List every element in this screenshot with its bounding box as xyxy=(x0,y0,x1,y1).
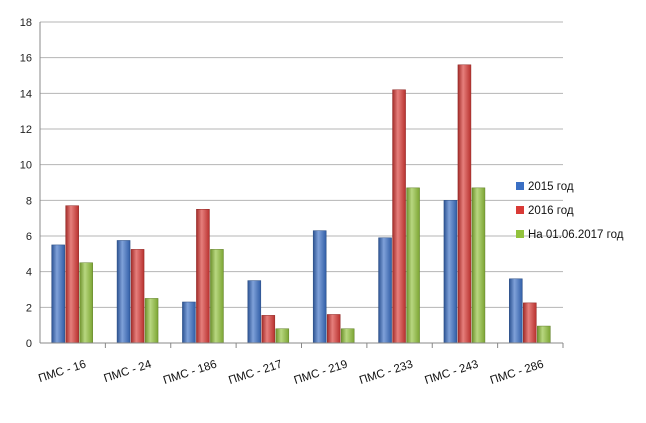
y-tick-label: 16 xyxy=(20,53,32,65)
bar-1-8 xyxy=(509,278,523,344)
y-tick-label: 0 xyxy=(26,338,32,350)
bar-2-7 xyxy=(457,64,472,344)
x-tick-label: ПМС - 219 xyxy=(293,358,350,387)
bar-2-2 xyxy=(130,249,145,344)
legend-label: 2015 год xyxy=(528,181,574,193)
label-clip-mask xyxy=(0,396,646,423)
bar-1-6 xyxy=(378,237,392,344)
bar-3-5 xyxy=(340,328,355,344)
bar-3-2 xyxy=(144,298,159,344)
legend-label: 2016 год xyxy=(528,205,574,217)
bar-2-3 xyxy=(196,209,210,344)
y-tick-label: 10 xyxy=(20,160,32,172)
y-tick-label: 14 xyxy=(20,88,32,100)
y-tick-label: 8 xyxy=(26,195,32,207)
bar-3-8 xyxy=(537,325,551,344)
bar-1-1 xyxy=(51,244,65,344)
legend: 2015 год 2016 год На 01.06.2017 год xyxy=(516,181,624,241)
x-tick-label: ПМС - 186 xyxy=(162,358,219,387)
legend-swatch xyxy=(516,206,524,214)
y-tick-label: 6 xyxy=(26,231,32,243)
x-tick-label: ПМС - 233 xyxy=(358,358,415,387)
bar-2-8 xyxy=(523,302,537,344)
y-tick-label: 4 xyxy=(26,267,32,279)
x-tick-label: ПМС - 24 xyxy=(103,358,154,385)
bar-2-1 xyxy=(65,205,79,344)
bar-3-6 xyxy=(406,187,420,344)
bar-3-3 xyxy=(210,249,224,344)
x-tick-label: ПМС - 16 xyxy=(37,358,87,385)
bars xyxy=(51,64,564,348)
y-axis-ticks: 0 2 4 6 8 10 12 14 16 18 xyxy=(20,17,32,350)
y-tick-label: 18 xyxy=(20,17,32,29)
x-tick-label: ПМС - 286 xyxy=(489,358,546,387)
legend-swatch xyxy=(516,182,524,190)
y-tick-label: 2 xyxy=(26,302,32,314)
bar-1-7 xyxy=(443,200,458,344)
x-tick-label: ПМС - 217 xyxy=(227,358,284,387)
bar-2-4 xyxy=(261,315,276,344)
bar-3-4 xyxy=(275,328,290,344)
bar-2-5 xyxy=(326,314,341,344)
legend-label: На 01.06.2017 год xyxy=(528,229,624,241)
bar-1-4 xyxy=(247,280,262,344)
y-tick-label: 12 xyxy=(20,124,32,136)
bar-1-2 xyxy=(116,240,131,344)
x-axis-labels: ПМС - 16 ПМС - 24 ПМС - 186 ПМС - 217 ПМС - … xyxy=(0,358,646,423)
bar-1-5 xyxy=(312,230,327,344)
bar-1-3 xyxy=(182,301,196,344)
x-tick-label: ПМС - 243 xyxy=(423,358,480,387)
bar-3-7 xyxy=(471,187,486,344)
legend-swatch xyxy=(516,230,524,238)
bar-2-6 xyxy=(392,89,406,344)
bar-3-1 xyxy=(79,262,93,344)
